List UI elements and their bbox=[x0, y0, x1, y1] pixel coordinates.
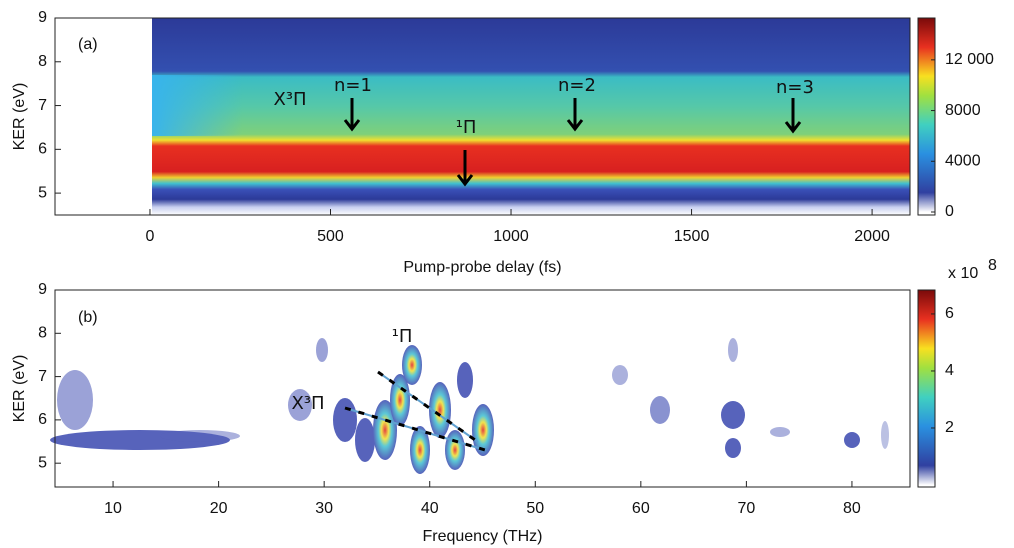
x-tick-label: 20 bbox=[210, 500, 228, 517]
colorbar bbox=[918, 18, 935, 212]
y-tick-label: 7 bbox=[38, 97, 47, 114]
y-axis-title: KER (eV) bbox=[11, 355, 28, 423]
panel-label: (a) bbox=[78, 36, 98, 53]
y-tick-label: 6 bbox=[38, 141, 47, 158]
colorbar-exponent: 8 bbox=[988, 257, 997, 274]
annotation: X³Π bbox=[291, 393, 324, 414]
x-tick-label: 70 bbox=[737, 500, 755, 517]
heatmap-image bbox=[50, 338, 889, 474]
x-axis-title: Pump-probe delay (fs) bbox=[403, 259, 561, 276]
colorbar-frame bbox=[917, 17, 936, 216]
colorbar-tick-label: 0 bbox=[945, 203, 954, 220]
colorbar-tick-label: 6 bbox=[945, 305, 954, 322]
x-tick-label: 1000 bbox=[493, 228, 529, 245]
x-tick-label: 10 bbox=[104, 500, 122, 517]
plot-frame bbox=[54, 17, 911, 216]
y-tick-label: 5 bbox=[38, 184, 47, 201]
plot-frame bbox=[54, 289, 911, 488]
x-tick-label: 60 bbox=[632, 500, 650, 517]
colorbar-frame bbox=[917, 289, 936, 488]
annotation: n=2 bbox=[558, 75, 596, 96]
y-tick-label: 5 bbox=[38, 454, 47, 471]
colorbar-tick-label: 4 bbox=[945, 362, 954, 379]
y-tick-label: 9 bbox=[38, 9, 47, 26]
y-tick-label: 6 bbox=[38, 411, 47, 428]
annotation: X³Π bbox=[273, 89, 306, 110]
y-tick-label: 7 bbox=[38, 368, 47, 385]
x-tick-label: 80 bbox=[843, 500, 861, 517]
annotation: ¹Π bbox=[456, 117, 477, 138]
x-tick-label: 40 bbox=[421, 500, 439, 517]
colorbar-tick-label: 4000 bbox=[945, 152, 981, 169]
y-axis-title: KER (eV) bbox=[11, 83, 28, 151]
x-tick-label: 50 bbox=[526, 500, 544, 517]
y-tick-label: 8 bbox=[38, 325, 47, 342]
colorbar-tick-label: 12 000 bbox=[945, 51, 994, 68]
x-tick-label: 0 bbox=[146, 228, 155, 245]
x-tick-label: 500 bbox=[317, 228, 344, 245]
x-tick-label: 1500 bbox=[674, 228, 710, 245]
heatmap-image bbox=[152, 18, 910, 215]
y-tick-label: 8 bbox=[38, 53, 47, 70]
annotation: n=3 bbox=[776, 77, 814, 98]
colorbar bbox=[918, 290, 935, 485]
x-tick-label: 30 bbox=[315, 500, 333, 517]
x-tick-label: 2000 bbox=[854, 228, 890, 245]
guide-lines bbox=[344, 370, 486, 452]
colorbar-multiplier: x 10 bbox=[948, 265, 978, 282]
panel-label: (b) bbox=[78, 309, 98, 326]
y-tick-label: 9 bbox=[38, 281, 47, 298]
annotation: n=1 bbox=[334, 75, 372, 96]
x-axis-title: Frequency (THz) bbox=[422, 528, 542, 545]
colorbar-tick-label: 2 bbox=[945, 419, 954, 436]
annotation: ¹Π bbox=[392, 326, 413, 347]
colorbar-tick-label: 8000 bbox=[945, 102, 981, 119]
arrows bbox=[343, 98, 802, 187]
